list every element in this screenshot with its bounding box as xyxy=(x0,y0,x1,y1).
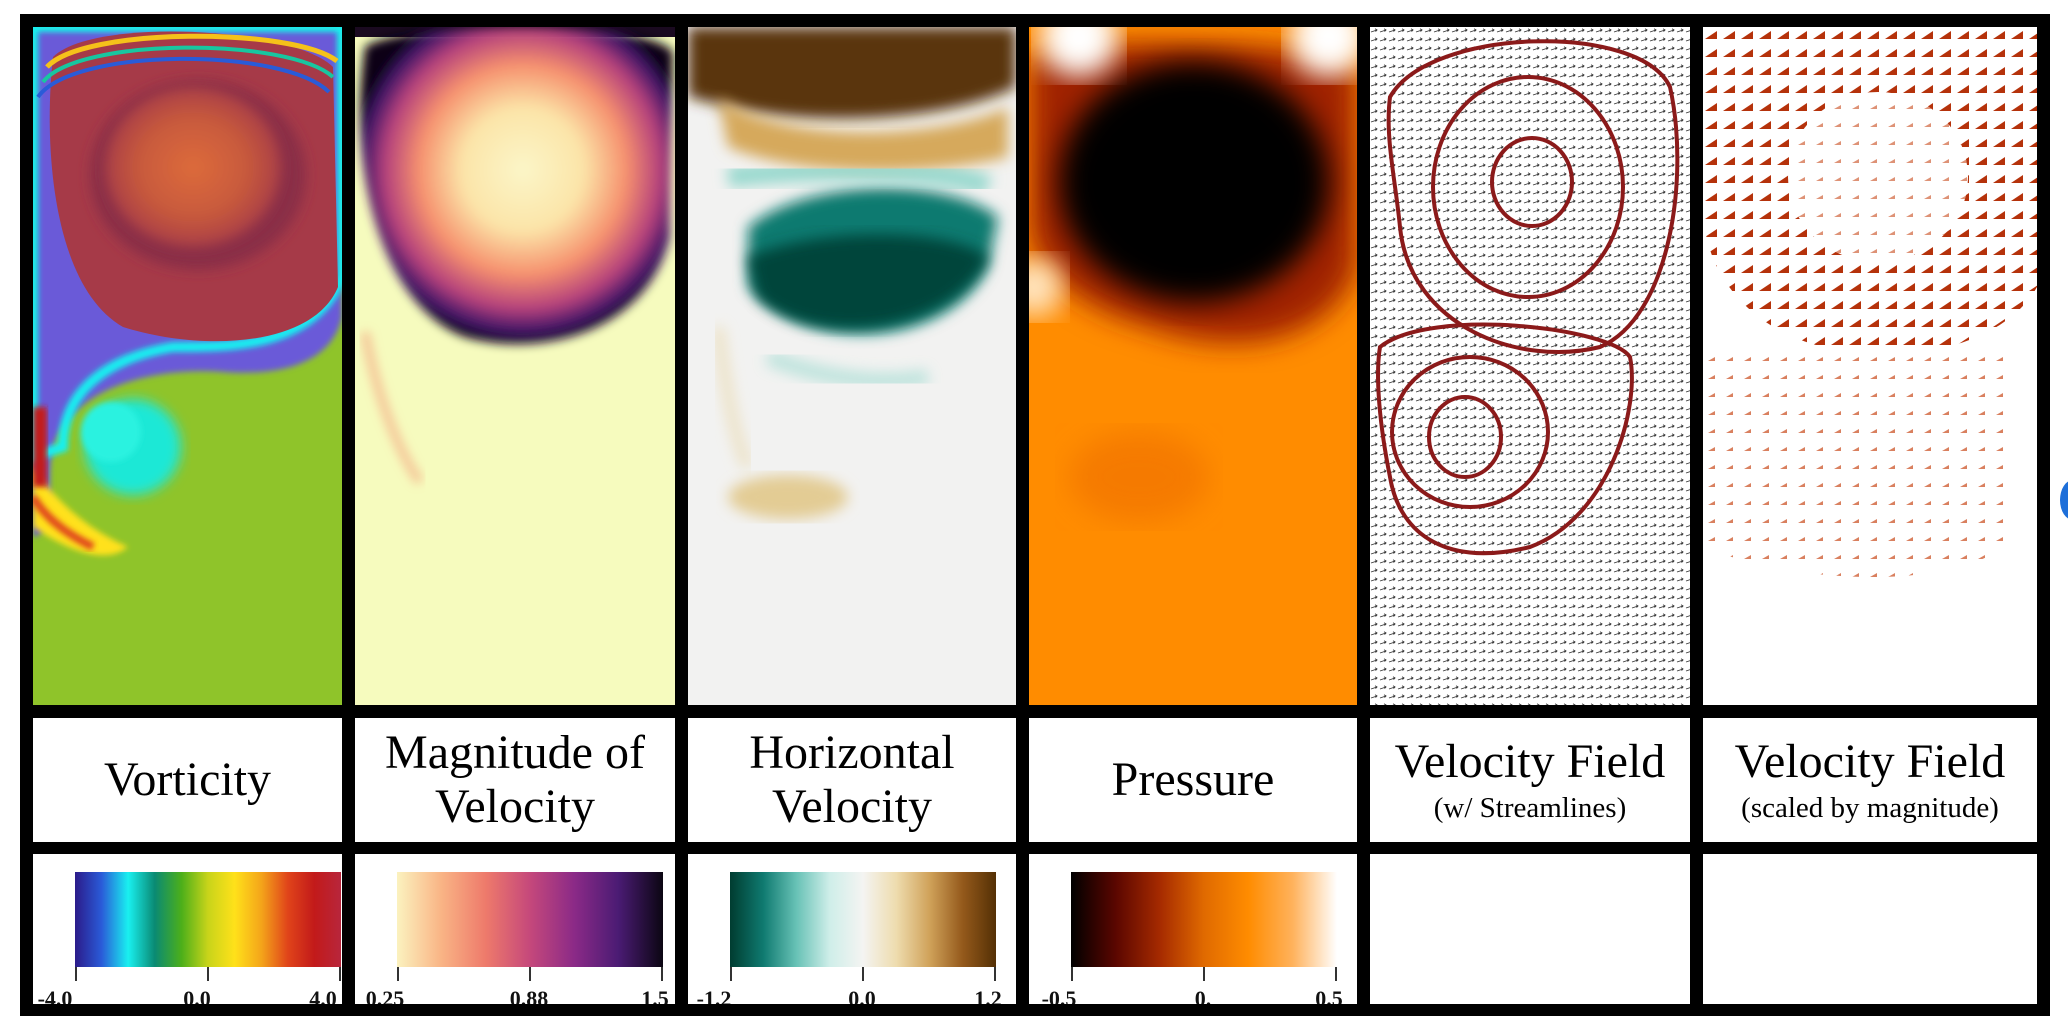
tick-mark xyxy=(397,967,399,981)
pressure-field xyxy=(1029,27,1357,705)
tick-label-mid: 0.0 xyxy=(848,986,876,1004)
horizontal-velocity-field xyxy=(688,27,1016,705)
panel-title: Magnitude of xyxy=(385,726,645,779)
tick-label-max: 0.5 xyxy=(1315,986,1343,1004)
label-pressure: Pressure xyxy=(1029,718,1357,842)
colorbar-horizontal: -1.2 0.0 1.2 xyxy=(688,854,1016,1004)
colorbar-magnitude: 0.25 0.88 1.5 xyxy=(355,854,675,1004)
tick-label-max: 4.0 xyxy=(309,986,337,1004)
tick-label-mid: 0.88 xyxy=(509,986,549,1004)
panel-title-line2: Velocity xyxy=(772,780,932,833)
panel-subtitle: (scaled by magnitude) xyxy=(1741,792,1999,824)
tick-mark xyxy=(994,967,996,981)
label-horizontal: Horizontal Velocity xyxy=(688,718,1016,842)
scaled-velocity-field xyxy=(1703,27,2037,705)
tick-mark xyxy=(339,967,341,981)
tick-mark xyxy=(1071,967,1073,981)
colorbar-gradient xyxy=(1071,872,1337,967)
colorbar-vorticity: -4.0 0.0 4.0 xyxy=(33,854,342,1004)
panel-title: Pressure xyxy=(1111,753,1275,806)
panel-title: Velocity Field xyxy=(1734,735,2006,788)
tick-label-max: 1.2 xyxy=(974,986,1002,1004)
colorbar-ticks xyxy=(75,967,341,983)
vorticity-field xyxy=(33,27,342,705)
panel-title-line2: Velocity xyxy=(435,780,595,833)
streamline-field xyxy=(1370,27,1690,705)
tick-mark xyxy=(862,967,864,981)
colorbar-ticks xyxy=(1071,967,1337,983)
tick-mark xyxy=(661,967,663,981)
colorbar-ticks xyxy=(730,967,996,983)
panel-subtitle: (w/ Streamlines) xyxy=(1433,792,1627,824)
colorbar-gradient xyxy=(397,872,663,967)
tick-label-min: -4.0 xyxy=(37,986,73,1004)
colorbar-gradient xyxy=(75,872,341,967)
label-vorticity: Vorticity xyxy=(33,718,342,842)
tick-mark xyxy=(75,967,77,981)
tick-label-mid: 0.0 xyxy=(183,986,211,1004)
panel-title: Horizontal xyxy=(749,726,955,779)
tick-label-max: 1.5 xyxy=(641,986,669,1004)
label-scaled: Velocity Field (scaled by magnitude) xyxy=(1703,718,2037,842)
tick-label-mid: 0. xyxy=(1194,986,1212,1004)
magnitude-field xyxy=(355,27,675,705)
colorbar-gradient xyxy=(730,872,996,967)
tick-label-min: -0.5 xyxy=(1041,986,1077,1004)
colorbar-pressure: -0.5 0. 0.5 xyxy=(1029,854,1357,1004)
tick-label-min: 0.25 xyxy=(365,986,405,1004)
label-magnitude: Magnitude of Velocity xyxy=(355,718,675,842)
colorbar-ticks xyxy=(397,967,663,983)
colorbar-empty-streamlines xyxy=(1370,854,1690,1004)
tick-mark xyxy=(1335,967,1337,981)
panel-title: Velocity Field xyxy=(1394,735,1666,788)
colorbar-empty-scaled xyxy=(1703,854,2037,1004)
panel-title: Vorticity xyxy=(103,753,272,806)
scroll-handle[interactable] xyxy=(2060,480,2068,520)
tick-mark xyxy=(207,967,209,981)
label-streamlines: Velocity Field (w/ Streamlines) xyxy=(1370,718,1690,842)
tick-mark xyxy=(730,967,732,981)
tick-mark xyxy=(1203,967,1205,981)
tick-mark xyxy=(529,967,531,981)
tick-label-min: -1.2 xyxy=(696,986,732,1004)
figure-frame: Vorticity Magnitude of Velocity Horizont… xyxy=(20,14,2050,1016)
